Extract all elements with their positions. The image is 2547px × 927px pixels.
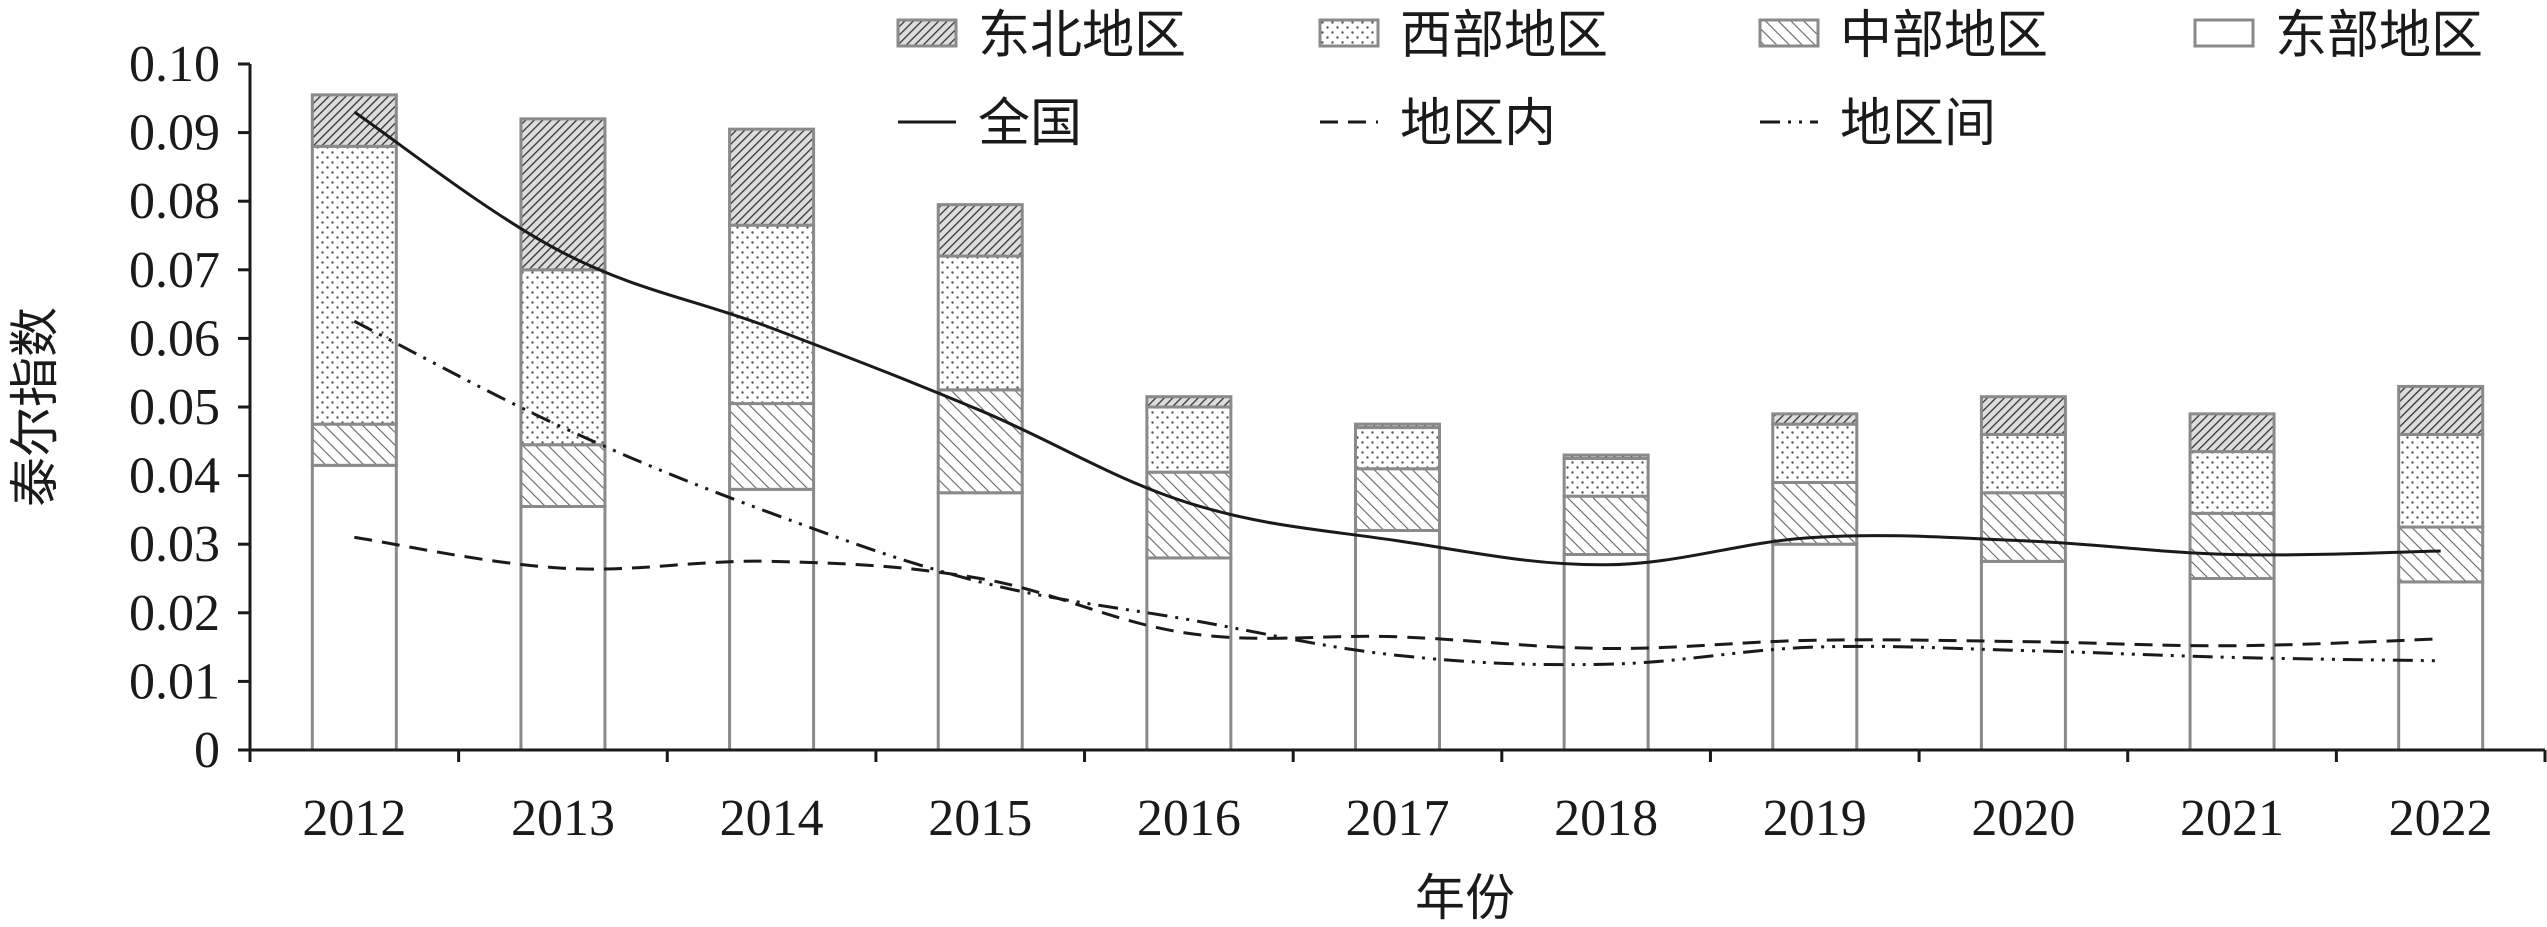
bar-series-2-2015 [936,254,1024,392]
bar-series-3-2022 [2397,384,2485,436]
bar-series-1-2018 [1562,494,1650,556]
bar-series-1-2015 [936,388,1024,495]
bar-series-0-2022 [2397,580,2485,752]
bar-series-3-2021 [2188,412,2276,454]
legend-swatch-series-0 [2193,18,2255,48]
bar-series-3-2013 [519,117,607,272]
legend-label-series-4: 全国 [978,94,1082,154]
bar-series-2-2020 [1979,432,2067,495]
y-tick-label: 0.01 [129,653,220,710]
bar-series-0-2017 [1354,528,1441,752]
bar-series-1-2019 [1771,480,1859,546]
y-tick-label: 0.08 [129,173,220,230]
bar-series-1-2020 [1979,491,2067,563]
bar-series-0-2012 [310,463,398,752]
bar-series-3-2014 [728,127,816,227]
x-tick-label: 2014 [720,790,824,847]
bar-series-3-2012 [310,93,398,148]
bar-series-2-2012 [310,144,398,426]
bar-series-1-2014 [728,402,816,491]
bar-series-0-2016 [1145,556,1233,752]
bar-series-3-2018 [1562,453,1650,460]
y-tick-label: 0 [194,722,220,779]
bar-series-1-2017 [1354,467,1441,532]
y-tick-label: 0.04 [129,448,220,505]
line-series-6 [353,319,2441,667]
bar-series-1-2022 [2397,525,2485,584]
x-tick-label: 2016 [1137,790,1241,847]
bar-series-2-2013 [519,268,607,447]
y-tick-label: 0.09 [129,105,220,162]
bar-series-2-2017 [1354,426,1441,471]
x-ticks: 2012 2013 2014 2015 2016 2017 2018 2019 2020 2021… [248,750,2547,847]
bar-series-0-2013 [519,504,607,752]
y-axis-title: 泰尔指数 [6,307,64,507]
bar-series-2-2014 [728,223,816,406]
x-tick-label: 2019 [1763,790,1867,847]
legend-label-series-6: 地区间 [1840,94,1996,154]
bar-series-0-2019 [1771,542,1859,752]
bars-layer [310,93,2485,752]
bar-series-0-2015 [936,491,1024,752]
x-tick-label: 2021 [2180,790,2284,847]
bar-series-3-2016 [1145,395,1233,409]
legend-label-series-2: 西部地区 [1400,6,1608,66]
y-tick-label: 0.06 [129,310,220,367]
legend-swatch-series-3 [896,18,958,48]
y-tick-label: 0.02 [129,585,220,642]
bar-series-1-2021 [2188,511,2276,581]
x-tick-label: 2017 [1346,790,1450,847]
bar-series-1-2012 [310,422,398,467]
x-axis-title: 年份 [1415,869,1515,927]
y-ticks: 0 0.01 0.02 0.03 0.04 0.05 0.06 0.07 0.08 0.09 0.1… [129,36,250,779]
x-tick-label: 2013 [511,790,615,847]
x-tick-label: 2012 [302,790,406,847]
bar-series-2-2019 [1771,422,1859,484]
x-tick-label: 2020 [1971,790,2075,847]
legend-label-series-5: 地区内 [1400,94,1556,154]
x-tick-label: 2022 [2389,790,2493,847]
line-series-4 [353,110,2441,567]
legend-swatch-series-2 [1318,18,1380,48]
y-tick-label: 0.07 [129,242,220,299]
y-tick-label: 0.10 [129,36,220,93]
line-series-5 [354,535,2441,650]
bar-series-2-2016 [1145,405,1233,474]
y-tick-label: 0.05 [129,379,220,436]
bar-series-0-2021 [2188,577,2276,752]
x-tick-label: 2015 [928,790,1032,847]
bar-series-0-2014 [728,487,816,752]
bar-series-3-2015 [936,203,1024,258]
bar-series-0-2018 [1562,552,1650,752]
y-tick-label: 0.03 [129,516,220,573]
bar-series-1-2016 [1145,470,1233,560]
bar-series-1-2013 [519,443,607,508]
bar-series-3-2019 [1771,412,1859,426]
lines-layer [353,110,2441,667]
bar-series-2-2021 [2188,450,2276,515]
bar-series-0-2020 [1979,559,2067,752]
bar-series-2-2018 [1562,456,1650,498]
legend-label-series-0: 东部地区 [2275,6,2483,66]
legend-label-series-1: 中部地区 [1840,6,2048,66]
x-tick-label: 2018 [1554,790,1658,847]
legend-label-series-3: 东北地区 [978,6,1186,66]
legend-swatch-series-1 [1758,18,1820,48]
bar-series-3-2020 [1979,395,2067,436]
bar-series-2-2022 [2397,432,2485,529]
bar-series-3-2017 [1354,422,1441,430]
